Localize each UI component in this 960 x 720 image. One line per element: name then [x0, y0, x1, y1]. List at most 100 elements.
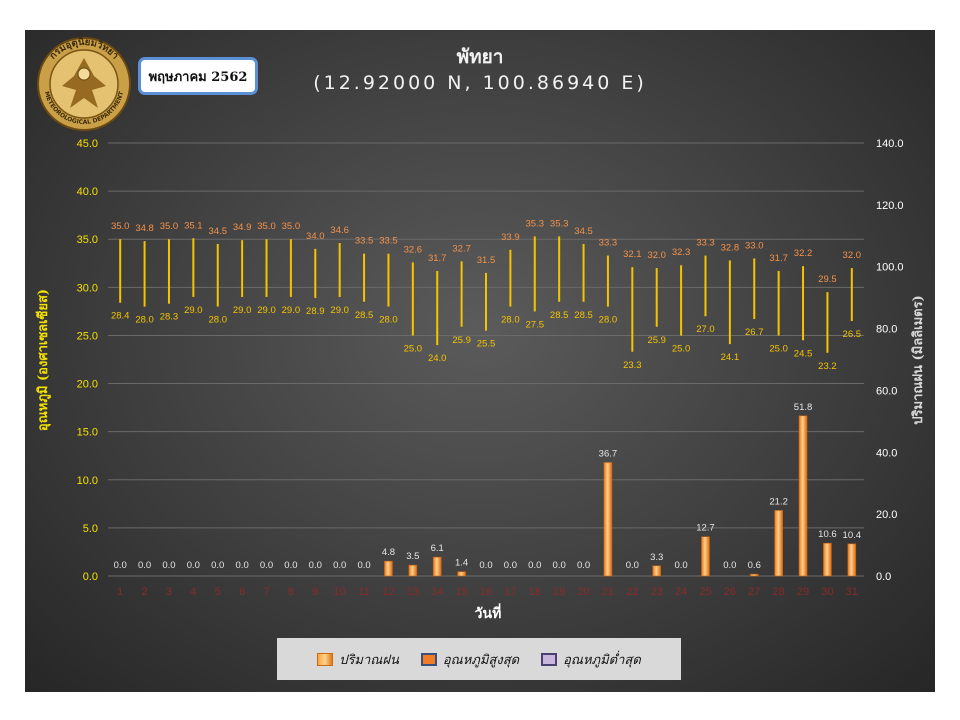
rain-value-label: 0.0 [504, 560, 517, 571]
min-temp-label: 24.5 [794, 348, 813, 359]
min-temp-label: 25.5 [477, 339, 496, 350]
min-temp-label: 28.4 [111, 311, 130, 322]
legend-label-max-temp: อุณหภูมิสูงสุด [442, 652, 520, 668]
min-temp-label: 28.5 [574, 310, 593, 321]
rain-value-label: 21.2 [769, 496, 788, 507]
x-tick-label: 28 [773, 586, 785, 598]
max-temp-label: 35.0 [282, 221, 301, 232]
max-temp-label: 29.5 [818, 274, 837, 285]
rain-value-label: 0.6 [748, 560, 761, 571]
max-temp-label: 33.0 [745, 240, 764, 251]
x-tick-label: 5 [215, 586, 221, 598]
rain-value-label: 3.3 [650, 552, 663, 563]
rain-value-label: 10.6 [818, 529, 837, 540]
max-temp-label: 34.9 [233, 222, 252, 233]
y-left-tick-label: 5.0 [83, 523, 98, 535]
rain-value-label: 0.0 [553, 560, 566, 571]
max-temp-label: 31.7 [428, 253, 447, 264]
max-temp-label: 32.7 [452, 243, 471, 254]
max-temp-label: 35.1 [184, 220, 203, 231]
chart-panel [25, 30, 935, 692]
rain-value-label: 0.0 [236, 560, 249, 571]
rain-bar [798, 415, 808, 577]
y-right-tick-label: 20.0 [876, 509, 897, 521]
rain-value-label: 0.0 [333, 560, 346, 571]
max-temp-label: 34.5 [574, 226, 593, 237]
max-temp-label: 35.0 [160, 221, 179, 232]
x-tick-label: 18 [529, 586, 541, 598]
y-right-tick-label: 120.0 [876, 200, 904, 212]
min-temp-label: 28.0 [135, 315, 154, 326]
x-tick-label: 8 [288, 586, 294, 598]
x-tick-label: 27 [748, 586, 760, 598]
x-tick-label: 11 [358, 586, 369, 598]
min-temp-label: 25.0 [672, 343, 691, 354]
legend-item-max-temp[interactable]: อุณหภูมิสูงสุด [420, 649, 520, 670]
y-left-axis-title: อุณหภูมิ (องศาเซลเซียส) [35, 289, 51, 431]
rain-bar [652, 565, 662, 577]
max-temp-label: 34.0 [306, 231, 325, 242]
rain-value-label: 0.0 [357, 560, 370, 571]
max-temp-label: 32.6 [404, 244, 423, 255]
x-tick-label: 22 [626, 586, 638, 598]
y-right-tick-label: 40.0 [876, 447, 897, 459]
x-tick-label: 6 [239, 586, 245, 598]
rain-bar [408, 564, 418, 577]
x-tick-label: 20 [577, 586, 589, 598]
rain-bar [457, 571, 466, 577]
x-tick-label: 9 [312, 586, 318, 598]
y-left-tick-label: 40.0 [77, 186, 98, 198]
min-temp-label: 29.0 [184, 305, 203, 316]
y-left-tick-label: 0.0 [83, 571, 98, 583]
y-right-tick-label: 80.0 [876, 324, 897, 336]
rain-bar [701, 536, 710, 577]
y-left-tick-label: 10.0 [77, 475, 98, 487]
rain-value-label: 36.7 [599, 448, 618, 459]
rain-value-label: 0.0 [162, 560, 175, 571]
rain-value-label: 0.0 [577, 560, 590, 571]
x-tick-label: 21 [602, 586, 614, 598]
max-temp-label: 32.0 [843, 250, 862, 261]
x-tick-label: 13 [407, 586, 419, 598]
min-temp-label: 28.0 [501, 315, 520, 326]
x-tick-label: 17 [504, 586, 516, 598]
logo-head-icon [77, 67, 91, 81]
month-label-box: พฤษภาคม 2562 [138, 57, 258, 95]
chart-legend: ปริมาณฝน อุณหภูมิสูงสุด อุณหภูมิต่ำสุด [277, 638, 681, 680]
min-temp-label: 25.9 [647, 335, 666, 346]
legend-label-rain: ปริมาณฝน [339, 652, 399, 668]
max-temp-label: 34.5 [208, 226, 227, 237]
x-tick-label: 1 [117, 586, 123, 598]
rain-value-label: 0.0 [723, 560, 736, 571]
x-tick-label: 15 [455, 586, 467, 598]
min-temp-label: 23.2 [818, 361, 837, 372]
max-temp-label: 35.3 [550, 218, 569, 229]
rain-value-label: 0.0 [674, 560, 687, 571]
min-temp-label: 26.5 [843, 329, 862, 340]
min-temp-label: 28.0 [208, 315, 227, 326]
legend-item-min-temp[interactable]: อุณหภูมิต่ำสุด [541, 649, 641, 670]
min-temp-label: 25.0 [769, 343, 788, 354]
y-left-tick-label: 35.0 [77, 234, 98, 246]
max-temp-label: 35.3 [526, 218, 545, 229]
x-tick-label: 31 [846, 586, 858, 598]
x-tick-label: 24 [675, 586, 687, 598]
rain-bar [603, 462, 613, 577]
min-temp-label: 25.9 [452, 335, 471, 346]
legend-item-rain[interactable]: ปริมาณฝน [317, 649, 399, 670]
y-right-tick-label: 100.0 [876, 262, 904, 274]
y-left-tick-label: 25.0 [77, 330, 98, 342]
rain-bar [774, 510, 783, 577]
rain-bar [823, 542, 832, 577]
min-temp-label: 29.0 [257, 305, 276, 316]
rain-value-label: 0.0 [309, 560, 322, 571]
x-tick-label: 30 [821, 586, 833, 598]
y-right-tick-label: 60.0 [876, 385, 897, 397]
rain-value-label: 3.5 [406, 551, 419, 562]
rain-bar [847, 543, 857, 577]
x-tick-label: 12 [382, 586, 394, 598]
x-tick-label: 23 [651, 586, 663, 598]
y-left-tick-label: 45.0 [77, 138, 98, 150]
max-temp-label: 31.5 [477, 255, 496, 266]
min-temp-label: 24.0 [428, 353, 447, 364]
